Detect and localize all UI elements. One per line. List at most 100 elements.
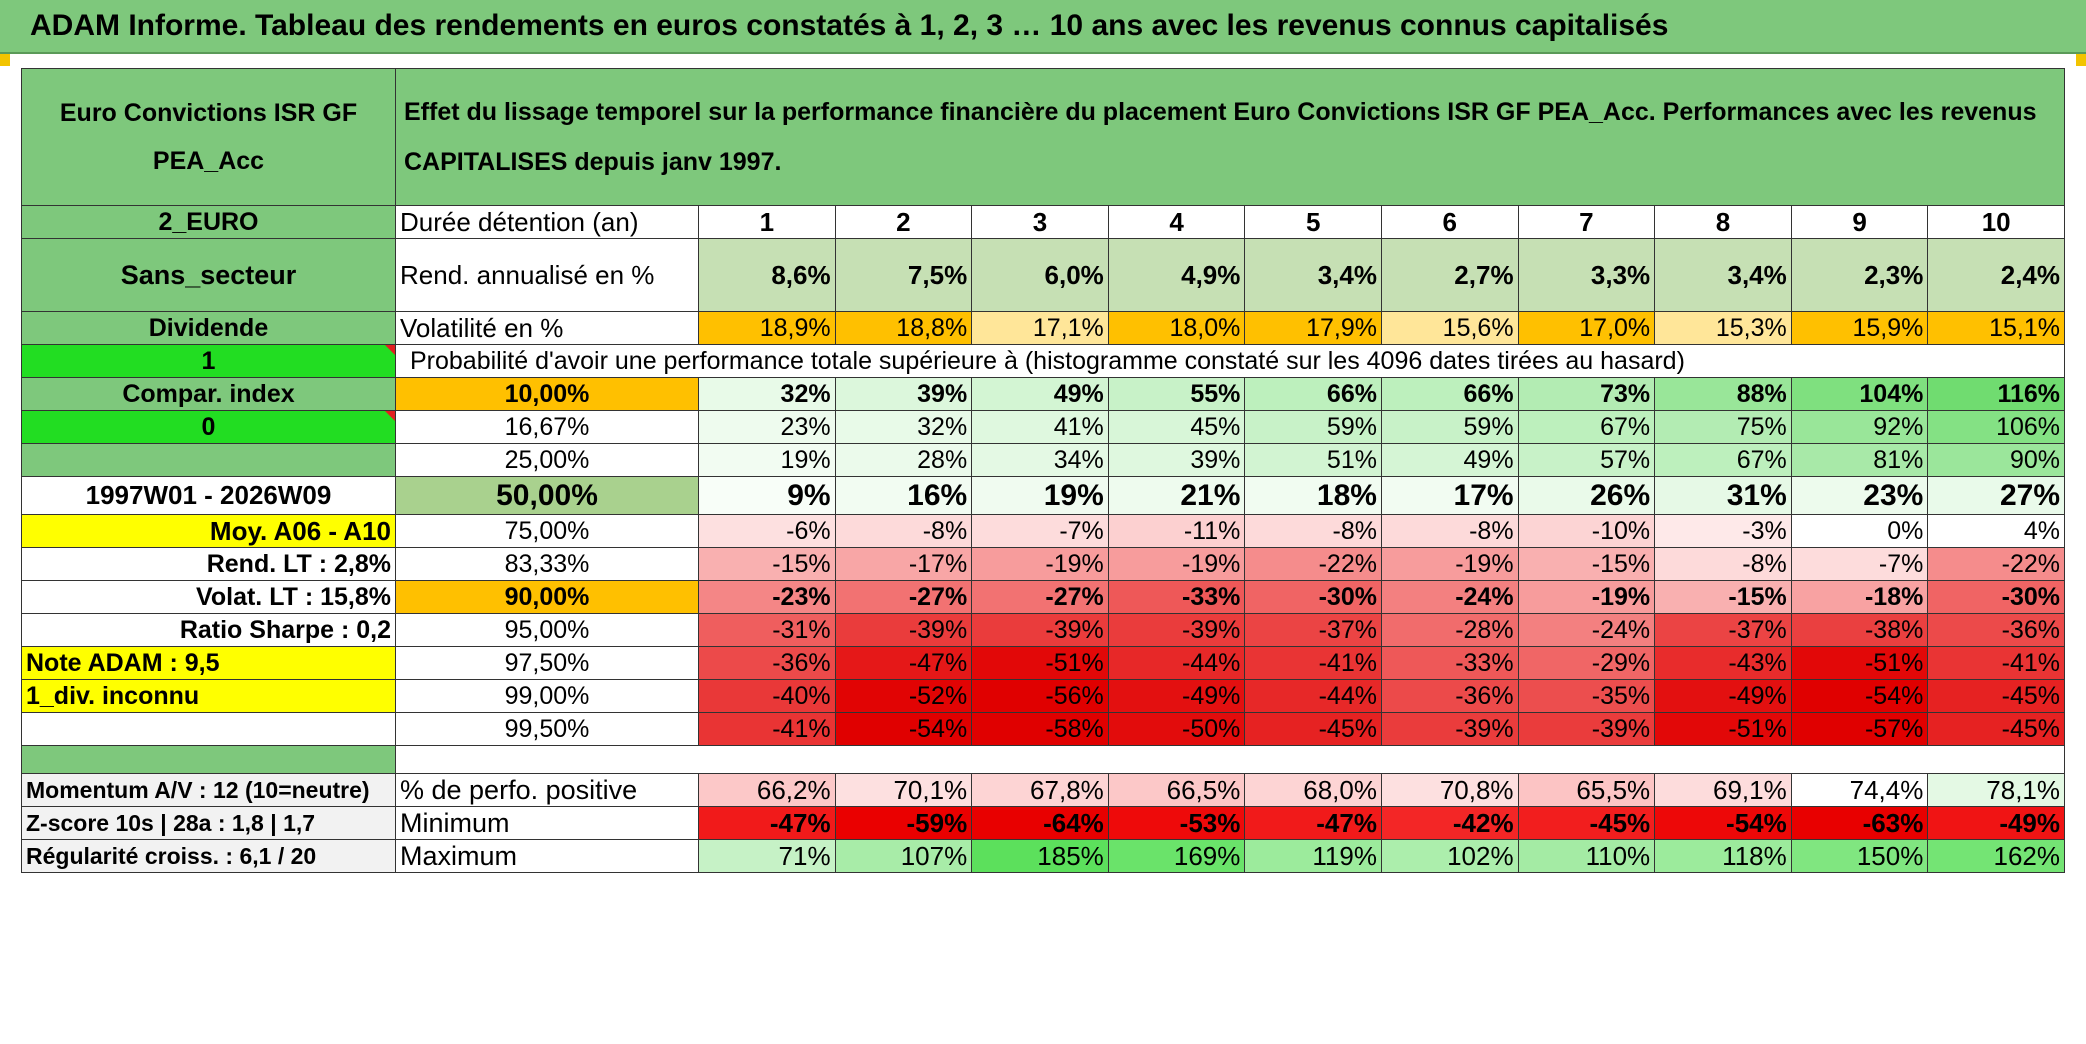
volatility-cell: 18,0% <box>1107 311 1246 345</box>
volat-label: Volatilité en % <box>395 311 699 345</box>
minimum-cell: -64% <box>971 806 1109 840</box>
table-row: 25,00% 19% 28% 34% 39% 51% 49% 57% 67% 81% 90% <box>21 443 2066 477</box>
quantile-cell: -3% <box>1654 514 1792 548</box>
compar-flag: 0 <box>21 410 396 444</box>
quantile-label: 25,00% <box>395 443 699 477</box>
quantile-cell: 67% <box>1654 443 1792 477</box>
table-row: Sans_secteur Rend. annualisé en % 8,6% 7,5%… <box>21 238 2066 312</box>
maximum-cell: 185% <box>971 839 1109 873</box>
maximum-cell: 119% <box>1244 839 1382 873</box>
volatility-cell: 18,8% <box>834 311 973 345</box>
quantile-cell: 90% <box>1927 443 2066 477</box>
quantile-cell: -49% <box>1107 679 1246 713</box>
quantile-label: 99,50% <box>395 712 699 746</box>
year-header: 10 <box>1927 205 2066 239</box>
quantile-cell: 75% <box>1654 410 1792 444</box>
quantile-cell: -31% <box>698 613 836 647</box>
maximum-cell: 169% <box>1107 839 1246 873</box>
moy-label: Moy. A06 - A10 <box>21 514 396 548</box>
quantile-cell: -37% <box>1654 613 1792 647</box>
minimum-cell: -63% <box>1790 806 1929 840</box>
quantile-cell: 106% <box>1927 410 2066 444</box>
gap-cell <box>21 745 396 774</box>
momentum-label: Momentum A/V : 12 (10=neutre) <box>21 773 396 807</box>
quantile-cell: -15% <box>1654 580 1792 614</box>
quantile-cell: 59% <box>1380 410 1519 444</box>
quantile-cell: -41% <box>1244 646 1382 680</box>
quantile-cell: 59% <box>1244 410 1382 444</box>
minimum-cell: -47% <box>1244 806 1382 840</box>
positive-cell: 66,5% <box>1107 773 1246 807</box>
positive-cell: 70,1% <box>834 773 973 807</box>
table-row: 1_div. inconnu 99,00% -40% -52% -56% -49% -44%… <box>21 679 2066 713</box>
minimum-cell: -54% <box>1654 806 1792 840</box>
year-header: 1 <box>698 205 836 239</box>
minimum-cell: -53% <box>1107 806 1246 840</box>
title-bar: ADAM Informe. Tableau des rendements en … <box>0 0 2086 54</box>
quantile-cell: -11% <box>1107 514 1246 548</box>
quantile-cell: -47% <box>834 646 973 680</box>
volatility-cell: 15,3% <box>1654 311 1792 345</box>
quantile-cell: 31% <box>1654 476 1792 515</box>
volatility-cell: 17,0% <box>1517 311 1656 345</box>
quantile-cell: -15% <box>1517 547 1656 581</box>
quantile-cell: -24% <box>1380 580 1519 614</box>
volat-lt-label: Volat. LT : 15,8% <box>21 580 396 614</box>
rendement-cell: 6,0% <box>971 238 1109 312</box>
quantile-cell: -39% <box>1107 613 1246 647</box>
quantile-cell: -54% <box>834 712 973 746</box>
table-row: 2_EURO Durée détention (an) 1 2 3 4 5 6 7 8 9 10 <box>21 205 2066 239</box>
quantile-cell: -30% <box>1244 580 1382 614</box>
quantile-cell: -23% <box>698 580 836 614</box>
rendement-cell: 2,4% <box>1927 238 2066 312</box>
quantile-cell: -36% <box>1380 679 1519 713</box>
quantile-cell: 34% <box>971 443 1109 477</box>
maximum-label: Maximum <box>395 839 699 873</box>
quantile-cell: 66% <box>1244 377 1382 411</box>
quantile-cell: 66% <box>1380 377 1519 411</box>
quantile-label: 99,00% <box>395 679 699 713</box>
quantile-cell: -56% <box>971 679 1109 713</box>
quantile-label: 75,00% <box>395 514 699 548</box>
minimum-label: Minimum <box>395 806 699 840</box>
quantile-cell: -39% <box>1380 712 1519 746</box>
quantile-cell: 73% <box>1517 377 1656 411</box>
volatility-cell: 18,9% <box>698 311 836 345</box>
quantile-cell: 92% <box>1790 410 1929 444</box>
positive-cell: 69,1% <box>1654 773 1792 807</box>
quantile-cell: -19% <box>1380 547 1519 581</box>
quantile-cell: 55% <box>1107 377 1246 411</box>
rendement-cell: 4,9% <box>1107 238 1246 312</box>
table-row: 1997W01 - 2026W09 50,00% 9% 16% 19% 21% 18% 17%… <box>21 476 2066 515</box>
quantile-cell: 23% <box>698 410 836 444</box>
rend-lt-label: Rend. LT : 2,8% <box>21 547 396 581</box>
ratio-sharpe-label: Ratio Sharpe : 0,2 <box>21 613 396 647</box>
quantile-cell: 41% <box>971 410 1109 444</box>
quantile-cell: -30% <box>1927 580 2066 614</box>
positive-label: % de perfo. positive <box>395 773 699 807</box>
quantile-cell: -58% <box>971 712 1109 746</box>
quantile-cell: -8% <box>1380 514 1519 548</box>
table-row: Z-score 10s | 28a : 1,8 | 1,7 Minimum -47%… <box>21 806 2066 840</box>
quantile-cell: -24% <box>1517 613 1656 647</box>
quantile-cell: -36% <box>1927 613 2066 647</box>
quantile-cell: -44% <box>1244 679 1382 713</box>
note-adam-label: Note ADAM : 9,5 <box>21 646 396 680</box>
quantile-label: 83,33% <box>395 547 699 581</box>
minimum-cell: -45% <box>1517 806 1656 840</box>
compar-index-label: Compar. index <box>21 377 396 411</box>
corner-marker <box>2076 54 2086 66</box>
quantile-cell: 39% <box>834 377 973 411</box>
quantile-cell: -6% <box>698 514 836 548</box>
quantile-cell: 51% <box>1244 443 1382 477</box>
duration-label: Durée détention (an) <box>395 205 699 239</box>
quantile-cell: 4% <box>1927 514 2066 548</box>
quantile-cell: -41% <box>1927 646 2066 680</box>
rendement-cell: 8,6% <box>698 238 836 312</box>
quantile-cell: -35% <box>1517 679 1656 713</box>
quantile-cell: -19% <box>1107 547 1246 581</box>
quantile-cell: 17% <box>1380 476 1519 515</box>
rendement-cell: 3,3% <box>1517 238 1656 312</box>
quantile-cell: -50% <box>1107 712 1246 746</box>
period-label: 1997W01 - 2026W09 <box>21 476 396 515</box>
